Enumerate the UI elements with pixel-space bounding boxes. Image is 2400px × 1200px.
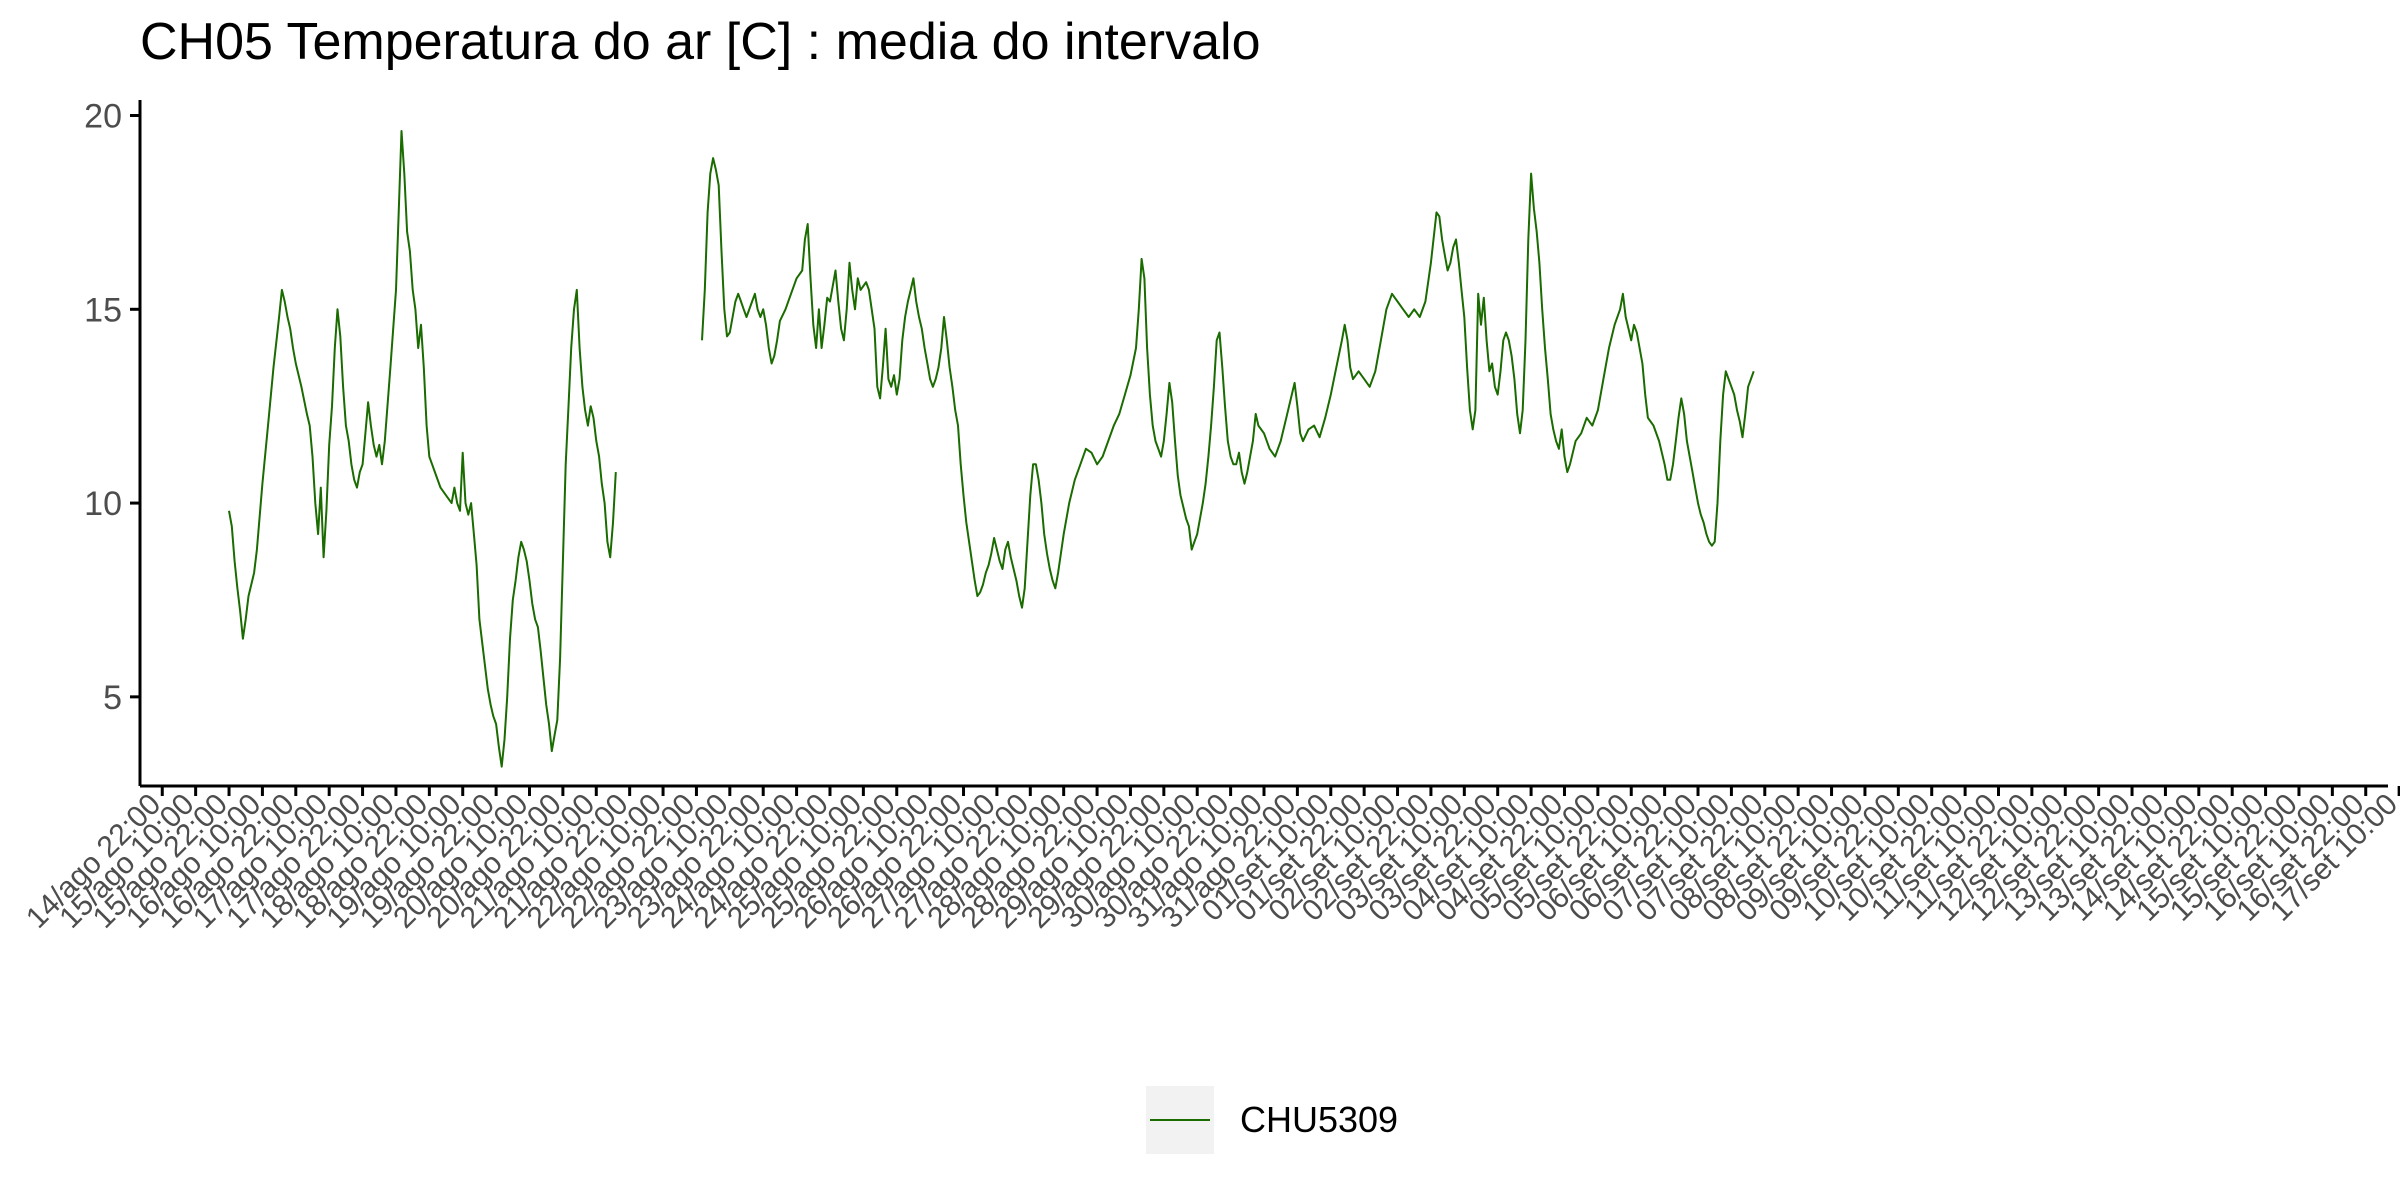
legend-key-line xyxy=(1150,1119,1210,1121)
y-tick-label: 20 xyxy=(84,98,122,136)
axes xyxy=(138,100,2388,788)
legend-key xyxy=(1146,1086,1214,1154)
y-tick-label: 15 xyxy=(84,291,122,329)
y-axis-ticks: 5 10 15 20 xyxy=(84,98,140,717)
y-tick-label: 10 xyxy=(84,485,122,523)
series-line-segment xyxy=(228,130,617,768)
series-line-segment xyxy=(701,157,1755,609)
series-group xyxy=(228,130,1755,768)
legend-label: CHU5309 xyxy=(1240,1099,1399,1140)
chart-title: CH05 Temperatura do ar [C] : media do in… xyxy=(140,13,1261,71)
y-tick-label: 5 xyxy=(103,679,122,717)
legend: CHU5309 xyxy=(1146,1086,1398,1154)
